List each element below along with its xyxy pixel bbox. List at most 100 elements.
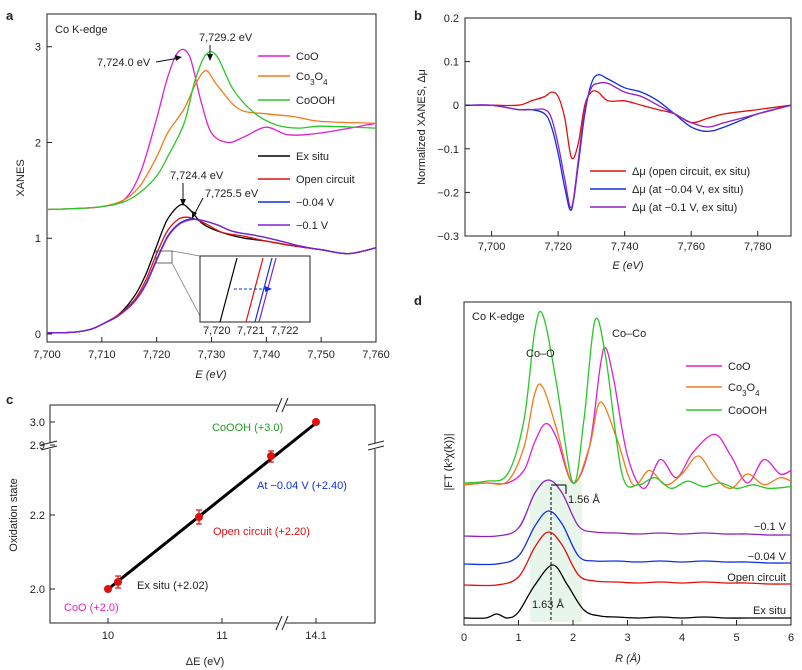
- d-x-tick-label-0: 0: [461, 632, 467, 644]
- inset-line-open-circuit: [245, 257, 264, 323]
- d-x-tick-label-2: 2: [570, 632, 576, 644]
- panel-a: a Co K-edge 7,700 7,710 7,720 7,730 7,740 7,7…: [6, 8, 390, 381]
- series-a-0-1-v: [46, 218, 377, 334]
- inset-shift-arrowhead: [265, 286, 272, 292]
- inset-line-ex-situ: [219, 257, 238, 323]
- series-b-open-circuit-ex-situ: [465, 90, 792, 160]
- panel-b: b 7,700 7,720 7,740 7,760 7,780 0.2 0.1 0 −0.1 −…: [414, 8, 792, 272]
- a-legend-label-co3o4: Co3O4: [296, 71, 328, 87]
- panel-c-x-ticks: 10 11 14.1: [102, 618, 327, 642]
- arrowhead-7725-5: [192, 211, 197, 219]
- a-x-tick-label-5: 7,750: [307, 349, 335, 361]
- panel-a-x-ticks: 7,700 7,710 7,720 7,730 7,740 7,750 7,760: [33, 337, 390, 361]
- a-x-tick-label-6: 7,760: [362, 349, 390, 361]
- d-x-tick-label-4: 4: [679, 632, 685, 644]
- panel-a-legend: CoO Co3O4 CoOOH Ex situ Open circuit −0.04 V −…: [258, 51, 355, 232]
- b-y-tick-label-2: 0: [453, 100, 459, 112]
- y-axis-break-left-2: [40, 445, 58, 451]
- point-ex-situ: [114, 578, 122, 586]
- panel-a-y-ticks: 0 1 2 3: [35, 42, 52, 341]
- arrow-7724-0: [155, 57, 180, 63]
- x-tick-label-14-1: 14.1: [305, 630, 326, 642]
- panel-a-letter: a: [6, 8, 14, 23]
- y-axis-break-right-1: [367, 440, 385, 446]
- panel-d-series: [463, 310, 792, 619]
- d-curve-label-0-04-v: −0.04 V: [748, 551, 787, 563]
- annotation-7724-4: 7,724.4 eV: [170, 170, 224, 182]
- x-tick-label-10: 10: [102, 630, 114, 642]
- y-tick-label-3-0: 3.0: [30, 417, 45, 429]
- d-curve-label-ex-situ: Ex situ: [753, 605, 786, 617]
- b-x-tick-label-1: 7,720: [544, 241, 572, 253]
- b-x-tick-label-0: 7,700: [478, 241, 506, 253]
- point-open-circuit: [195, 513, 203, 521]
- panel-d-x-label: R (Å): [615, 652, 641, 665]
- a-x-tick-label-3: 7,730: [198, 349, 226, 361]
- a-y-tick-label-0: 0: [35, 329, 41, 341]
- panel-b-series: [464, 73, 792, 211]
- annotation-co-o: Co–O: [526, 348, 555, 360]
- a-y-tick-label-2: 2: [35, 137, 41, 149]
- panel-b-frame: [464, 17, 792, 237]
- d-curve-label-0-1-v: −0.1 V: [754, 521, 787, 533]
- point-minus-0-04: [267, 452, 275, 460]
- annotation-1-63: 1.63 Å: [532, 598, 564, 611]
- d-legend-label-co3o4: Co3O4: [728, 382, 760, 398]
- panel-b-letter: b: [414, 8, 422, 23]
- x-axis-break-bottom-1: [275, 615, 283, 631]
- x-axis-break-mask-bottom: [278, 616, 286, 630]
- highlight-band: [530, 480, 582, 622]
- series-d-coo: [463, 346, 792, 490]
- b-legend-label-2: Δμ (at −0.1 V, ex situ): [632, 202, 737, 214]
- arrow-7725-5: [193, 197, 204, 216]
- panel-b-y-ticks: 0.2 0.1 0 −0.1 −0.2 −0.3: [437, 13, 470, 243]
- point-coo: [104, 585, 112, 593]
- inset-tick-7721: 7,721: [237, 325, 265, 337]
- panel-c: c 2.0 2.2 2.9 3.0 10: [6, 392, 385, 668]
- panel-a-series: [46, 48, 377, 334]
- annotation-7724-0: 7,724.0 eV: [97, 57, 151, 69]
- annotation-1-56: 1.56 Å: [568, 493, 600, 506]
- x-tick-label-11: 11: [216, 630, 227, 642]
- y-tick-label-2-9: 2.9: [30, 440, 45, 452]
- panel-c-y-ticks: 2.0 2.2 2.9 3.0: [30, 417, 55, 596]
- a-x-tick-label-2: 7,720: [143, 349, 171, 361]
- panel-d-legend: CoO Co3O4 CoOOH: [686, 361, 767, 417]
- x-axis-break-mask-top: [278, 398, 286, 412]
- x-axis-break-bottom-2: [281, 615, 289, 631]
- annotation-7729-2: 7,729.2 eV: [199, 32, 253, 44]
- panel-d-curve-labels: −0.1 V −0.04 V Open circuit Ex situ: [727, 521, 786, 617]
- d-curve-label-open-circuit: Open circuit: [727, 572, 786, 584]
- b-y-tick-label-3: −0.1: [437, 144, 459, 156]
- a-x-tick-label-1: 7,710: [88, 349, 116, 361]
- series-d-0-1-v: [463, 479, 792, 538]
- b-y-tick-label-1: 0.1: [444, 57, 459, 69]
- a-y-tick-label-3: 3: [35, 42, 41, 54]
- label-minus-0-04: At −0.04 V (+2.40): [257, 480, 347, 492]
- x-axis-break-top-1: [275, 397, 283, 413]
- b-legend-label-0: Δμ (open circuit, ex situ): [632, 166, 750, 178]
- y-tick-label-2-0: 2.0: [30, 584, 45, 596]
- panel-b-x-label: E (eV): [612, 260, 644, 272]
- label-ex-situ: Ex situ (+2.02): [137, 580, 208, 592]
- panel-b-legend: Δμ (open circuit, ex situ) Δμ (at −0.04 V…: [590, 166, 750, 214]
- y-tick-label-2-2: 2.2: [30, 510, 45, 522]
- label-open-circuit: Open circuit (+2.20): [213, 526, 310, 538]
- d-x-tick-label-1: 1: [515, 632, 521, 644]
- y-axis-break-right-2: [367, 445, 385, 451]
- b-x-tick-label-3: 7,760: [677, 241, 705, 253]
- series-d-ex-situ: [463, 564, 791, 619]
- series-a-coooh: [46, 50, 377, 211]
- d-x-tick-label-6: 6: [788, 632, 794, 644]
- annotation-co-co: Co–Co: [612, 328, 646, 340]
- label-coo: CoO (+2.0): [64, 602, 119, 614]
- a-legend-label-ex-situ: Ex situ: [296, 151, 329, 163]
- panel-c-letter: c: [6, 392, 13, 407]
- fit-line: [106, 421, 317, 592]
- b-y-tick-label-5: −0.3: [437, 231, 459, 243]
- panel-c-frame: [49, 404, 376, 624]
- a-legend-label-coooh: CoOOH: [296, 95, 335, 107]
- inset-connector-top: [171, 262, 201, 317]
- d-legend-label-coo: CoO: [728, 361, 751, 373]
